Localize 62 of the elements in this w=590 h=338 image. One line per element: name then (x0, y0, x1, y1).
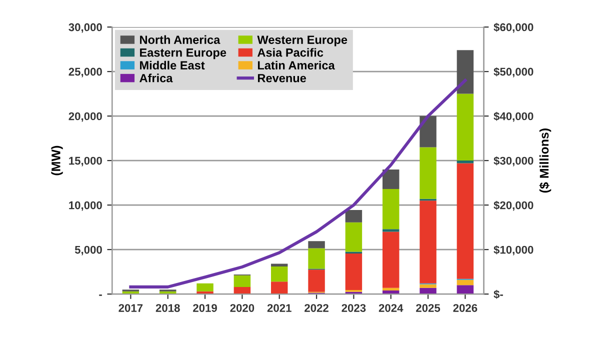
bar (420, 284, 436, 288)
bar (420, 116, 436, 148)
bar (456, 280, 474, 286)
bar (456, 50, 474, 94)
bar (456, 160, 474, 164)
y2-tick-label: $60,000 (494, 22, 534, 33)
bar (196, 283, 214, 292)
x-tick-label: 2020 (230, 304, 254, 312)
bar (456, 163, 474, 279)
bar (271, 264, 288, 266)
legend-label: Western Europe (257, 36, 348, 46)
y-tick-label: 10,000 (69, 201, 102, 211)
y2-tick-label: $40,000 (494, 112, 534, 122)
y2-tick-label: $10,000 (494, 245, 534, 256)
bar (456, 285, 474, 294)
x-tick-label: 2024 (378, 304, 404, 312)
y-axis-title: (MW) (51, 146, 63, 176)
y2-tick-label: $30,000 (494, 156, 534, 166)
x-tick-label: 2017 (118, 304, 143, 312)
bar (420, 288, 436, 294)
y-tick-label: 15,000 (69, 156, 102, 166)
legend-label: Latin America (258, 60, 335, 70)
bar (456, 94, 474, 161)
bar (382, 229, 400, 232)
bar (234, 286, 251, 294)
x-tick-label: 2021 (267, 304, 292, 312)
y2-tick-label: $50,000 (494, 67, 534, 78)
y-tick-label: 25,000 (68, 68, 102, 78)
y2-tick-label: $- (494, 290, 503, 299)
y-tick-label: 20,000 (68, 112, 102, 122)
bar (382, 232, 400, 288)
bar (234, 275, 251, 287)
bar (308, 248, 325, 269)
bar (420, 200, 436, 284)
legend-label: North America (140, 35, 220, 44)
y-tick-label: - (99, 294, 102, 296)
bar (382, 169, 400, 190)
y2-tick-label: $20,000 (494, 200, 534, 211)
bar (382, 288, 400, 290)
x-tick-label: 2025 (416, 304, 440, 312)
legend-label: Revenue (258, 74, 306, 82)
bar (271, 282, 288, 294)
y-tick-label: 30,000 (68, 23, 102, 33)
bar (308, 270, 325, 292)
bar (382, 189, 400, 230)
y-tick-label: 5,000 (74, 246, 102, 256)
x-tick-label: 2018 (156, 304, 180, 312)
legend-label: Africa (140, 74, 173, 82)
x-tick-label: 2023 (342, 304, 366, 312)
bar (420, 147, 436, 199)
bar (345, 210, 362, 222)
bar (271, 266, 288, 282)
bar (345, 222, 362, 252)
bar (308, 241, 325, 248)
legend-label: Asia Pacific (257, 48, 324, 57)
x-tick-label: 2022 (304, 304, 328, 312)
legend-label: Middle East (140, 60, 205, 70)
x-tick-label: 2026 (453, 304, 478, 312)
bar (345, 254, 362, 290)
x-tick-label: 2019 (193, 304, 217, 312)
legend-label: Eastern Europe (140, 48, 226, 60)
y2-axis-title: ($ Millions) (539, 128, 552, 193)
